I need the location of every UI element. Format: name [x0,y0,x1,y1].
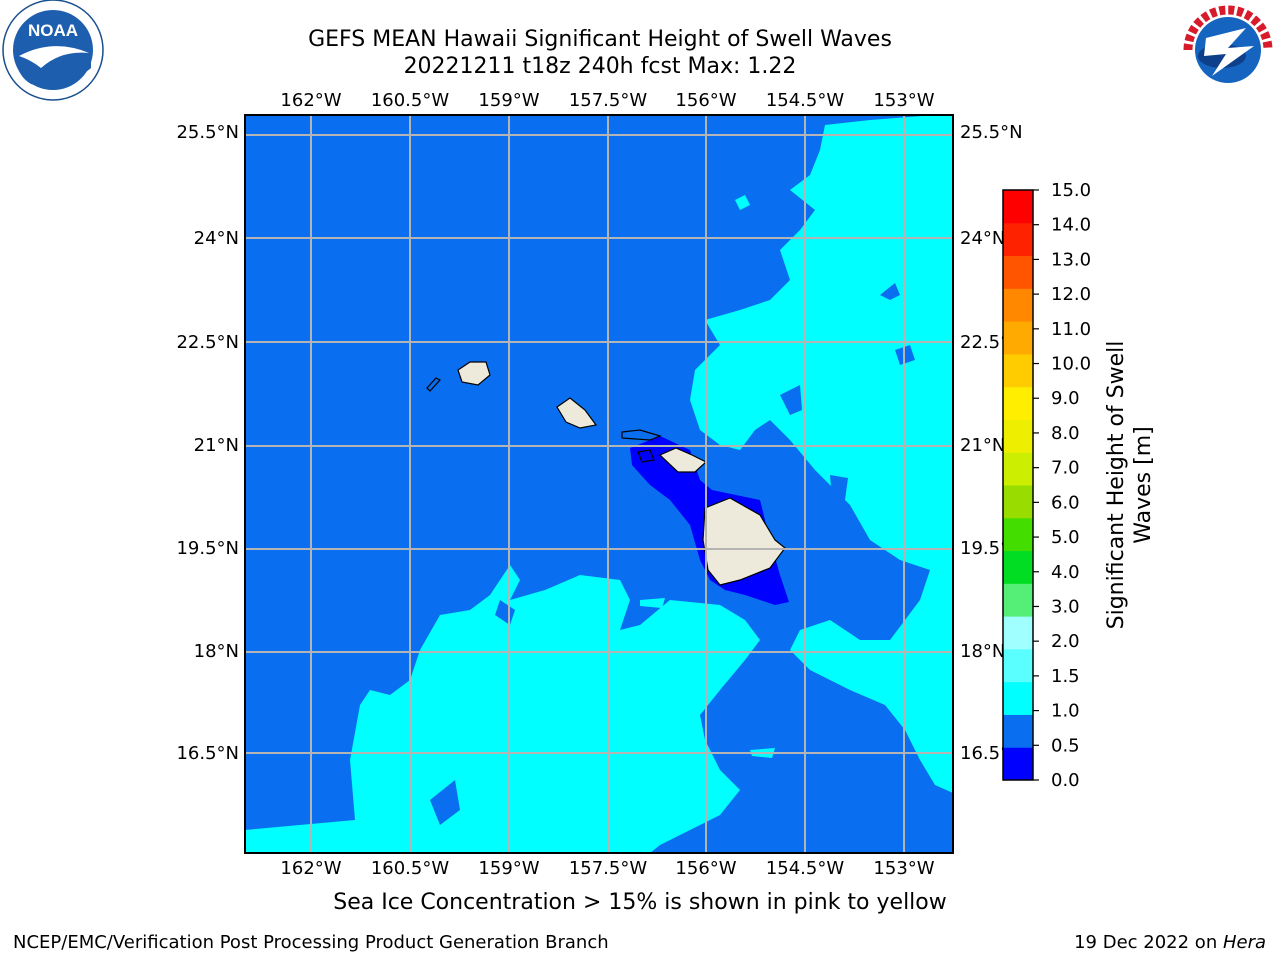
svg-text:159°W: 159°W [478,858,539,879]
colorbar-tick-label: 5.0 [1051,527,1080,548]
graticule [245,115,953,853]
colorbar-tick-label: 11.0 [1051,319,1091,340]
svg-text:156°W: 156°W [675,858,736,879]
colorbar-segment [1003,583,1033,617]
colorbar-tick-label: 8.0 [1051,423,1080,444]
colorbar-segment [1003,255,1033,289]
colorbar-tick-label: 3.0 [1051,596,1080,617]
colorbar-tick-label: 6.0 [1051,492,1080,513]
svg-text:19.5°N: 19.5°N [176,538,239,559]
svg-text:21°N: 21°N [960,435,1005,456]
colorbar-segment [1003,550,1033,584]
footer-date-text: 19 Dec 2022 on [1074,932,1223,953]
colorbar-segment [1003,222,1033,257]
colorbar-frame [1002,189,1034,781]
island-molokai [621,429,662,441]
svg-text:160.5°W: 160.5°W [371,858,450,879]
chart-subtitle: 20221211 t18z 240h fcst Max: 1.22 [403,54,797,79]
colorbar-segment [1003,648,1033,683]
svg-text:160.5°W: 160.5°W [371,90,450,111]
svg-text:21°N: 21°N [194,435,239,456]
colorbar-segment [1003,616,1033,650]
colorbar-label-line2: Waves [m] [1131,426,1156,543]
colorbar: 15.0 14.0 13.0 12.0 11.0 10.0 9.0 8.0 7.0 6.0 5.0 4… [1002,180,1091,791]
footer-branch: NCEP/EMC/Verification Post Processing Pr… [13,932,609,953]
svg-text:24°N: 24°N [194,228,239,249]
colorbar-segment [1003,747,1033,781]
colorbar-tick-label: 0.0 [1051,770,1080,791]
svg-text:22.5°N: 22.5°N [176,332,239,353]
colorbar-segment [1003,386,1033,420]
island-niihau [426,377,441,392]
colorbar-tick-label: 12.0 [1051,284,1091,305]
sea-ice-note: Sea Ice Concentration > 15% is shown in … [333,890,947,915]
chart-title: GEFS MEAN Hawaii Significant Height of S… [308,27,892,52]
svg-text:157.5°W: 157.5°W [569,858,648,879]
svg-text:153°W: 153°W [873,858,934,879]
svg-text:25.5°N: 25.5°N [176,122,239,143]
svg-text:16.5°N: 16.5°N [176,743,239,764]
footer-host: Hera [1222,932,1266,953]
colorbar-segment [1003,681,1033,715]
colorbar-tick-label: 1.0 [1051,701,1080,722]
svg-text:154.5°W: 154.5°W [766,858,845,879]
colorbar-tick-label: 14.0 [1051,215,1091,236]
noaa-logo: NOAA [2,0,104,101]
colorbar-segment [1003,321,1033,355]
footer-date: 19 Dec 2022 on Hera [1074,932,1266,953]
colorbar-segment [1003,452,1033,486]
svg-text:157.5°W: 157.5°W [569,90,648,111]
colorbar-tick-label: 10.0 [1051,354,1091,375]
colorbar-tick-label: 7.0 [1051,458,1080,479]
colorbar-segment [1003,288,1033,322]
colorbar-tick-label: 2.0 [1051,631,1080,652]
islands [426,361,786,586]
svg-text:162°W: 162°W [280,90,341,111]
ocean-region-1.0-1.5-east [690,115,953,793]
colorbar-label: Significant Height of Swell Waves [m] [1104,341,1156,630]
svg-text:156°W: 156°W [675,90,736,111]
svg-text:25.5°N: 25.5°N [960,122,1023,143]
longitude-labels-bottom: 162°W 160.5°W 159°W 157.5°W 156°W 154.5°… [280,858,934,879]
nws-logo [1178,0,1278,100]
colorbar-segment [1003,353,1033,388]
colorbar-tick-label: 4.0 [1051,562,1080,583]
colorbar-tick-label: 15.0 [1051,180,1091,201]
svg-text:162°W: 162°W [280,858,341,879]
island-kauai [457,361,491,386]
svg-text:159°W: 159°W [478,90,539,111]
colorbar-tick-label: 9.0 [1051,388,1080,409]
noaa-logo-text: NOAA [28,21,78,40]
island-lanai [637,449,655,463]
svg-text:153°W: 153°W [873,90,934,111]
latitude-labels-left: 25.5°N 24°N 22.5°N 21°N 19.5°N 18°N 16.5… [176,122,239,764]
colorbar-segment [1003,517,1033,552]
colorbar-segment [1003,714,1033,748]
colorbar-tick-label: 13.0 [1051,249,1091,270]
colorbar-segment [1003,190,1033,224]
colorbar-segment [1003,419,1033,453]
colorbar-label-line1: Significant Height of Swell [1104,341,1129,630]
island-oahu [556,397,598,429]
colorbar-tick-label: 0.5 [1051,735,1080,756]
colorbar-segment [1003,485,1033,519]
ocean-region-1.0-1.5-south [245,565,760,853]
svg-text:154.5°W: 154.5°W [766,90,845,111]
colorbar-tick-label: 1.5 [1051,666,1080,687]
svg-text:18°N: 18°N [960,641,1005,662]
svg-text:18°N: 18°N [194,641,239,662]
svg-text:24°N: 24°N [960,228,1005,249]
longitude-labels-top: 162°W 160.5°W 159°W 157.5°W 156°W 154.5°… [280,90,934,111]
